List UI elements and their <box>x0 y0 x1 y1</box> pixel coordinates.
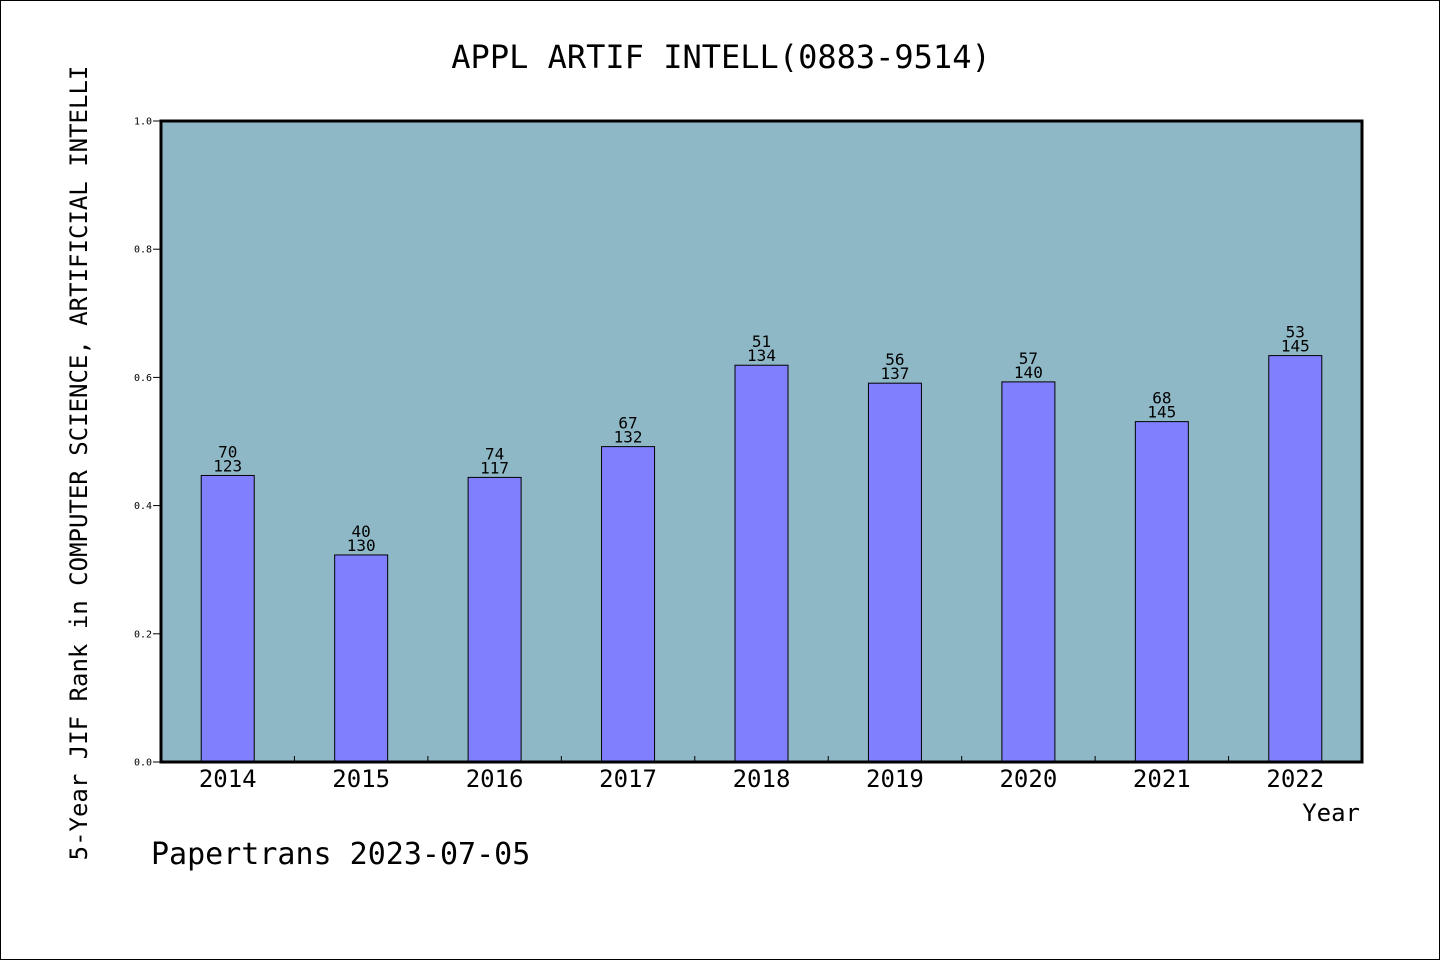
rank-label: 57 <box>1019 349 1038 368</box>
bar-2021 <box>1134 421 1189 763</box>
rank-label: 67 <box>618 414 637 433</box>
total-label: 134 <box>747 346 776 365</box>
total-label: 123 <box>213 456 242 475</box>
y-axis: 0.0 0.2 0.4 0.6 0.8 1.0 <box>134 117 161 769</box>
bar-2017 <box>601 446 656 763</box>
total-label: 140 <box>1014 363 1043 382</box>
total-label: 132 <box>614 428 643 447</box>
footer-text: Papertrans 2023-07-05 <box>151 837 530 872</box>
total-label: 117 <box>480 458 509 477</box>
bar-2019 <box>867 382 922 763</box>
rank-label: 51 <box>752 332 771 351</box>
x-axis-label: Year <box>1302 799 1360 827</box>
x-tick-label: 2021 <box>1133 765 1191 793</box>
x-tick-label: 2022 <box>1266 765 1324 793</box>
x-tick-label: 2019 <box>866 765 924 793</box>
y-tick-label: 0.4 <box>134 501 152 512</box>
bar-2015 <box>334 554 389 763</box>
x-tick-label: 2015 <box>332 765 390 793</box>
x-tick-label: 2020 <box>999 765 1057 793</box>
y-tick-label: 1.0 <box>134 117 152 128</box>
y-axis-label: 5-Year JIF Rank in COMPUTER SCIENCE, ART… <box>65 66 93 861</box>
rank-label: 70 <box>218 442 237 461</box>
y-tick-label: 0.8 <box>134 245 152 256</box>
x-tick-label: 2014 <box>199 765 257 793</box>
x-axis: 2014 2015 2016 2017 2018 2019 2020 2021 2022 <box>199 756 1324 793</box>
bar-2022 <box>1268 355 1323 763</box>
bar-2016 <box>467 476 522 763</box>
rank-label: 53 <box>1286 323 1305 342</box>
plot-border <box>159 119 1364 764</box>
y-tick-label: 0.6 <box>134 373 152 384</box>
rank-label: 40 <box>352 522 371 541</box>
total-label: 137 <box>880 364 909 383</box>
bar-2014 <box>200 474 255 763</box>
bar-2020 <box>1001 381 1056 763</box>
chart-title: APPL ARTIF INTELL(0883-9514) <box>451 38 990 76</box>
x-tick-label: 2016 <box>466 765 524 793</box>
x-tick-label: 2017 <box>599 765 657 793</box>
total-label: 145 <box>1281 337 1310 356</box>
total-label: 145 <box>1147 403 1176 422</box>
y-tick-label: 0.0 <box>134 758 152 769</box>
rank-label: 68 <box>1152 389 1171 408</box>
y-tick-label: 0.2 <box>134 629 152 640</box>
bar-2018 <box>734 364 789 763</box>
rank-label: 56 <box>885 350 904 369</box>
rank-label: 74 <box>485 444 504 463</box>
total-label: 130 <box>347 536 376 555</box>
x-tick-label: 2018 <box>733 765 791 793</box>
